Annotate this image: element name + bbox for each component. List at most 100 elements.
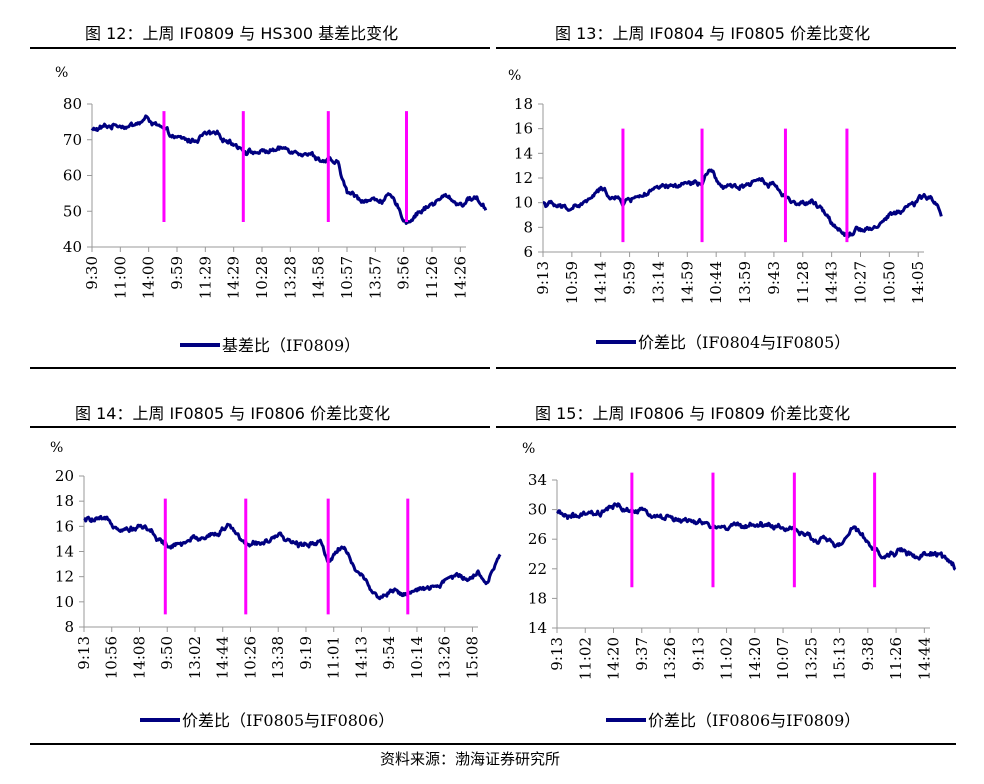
- series-line: [556, 502, 957, 571]
- y-tick-label: 20: [55, 467, 74, 485]
- y-tick-label: 80: [63, 95, 82, 113]
- y-tick-label: 12: [514, 169, 533, 187]
- y-tick-label: 30: [528, 501, 547, 519]
- title-underline: [30, 47, 490, 49]
- y-tick-label: 14: [514, 144, 533, 162]
- chart-title: 图 12：上周 IF0809 与 HS300 基差比变化: [85, 24, 399, 43]
- y-tick-label: 34: [528, 471, 547, 489]
- x-tick-label: 14:59: [678, 261, 696, 304]
- x-tick-label: 9:38: [859, 637, 877, 671]
- x-tick-label: 10:26: [241, 636, 259, 679]
- legend-label: 价差比（IF0805与IF0806）: [182, 711, 394, 730]
- x-tick-label: 13:02: [186, 636, 204, 679]
- legend-label: 价差比（IF0804与IF0805）: [638, 333, 850, 352]
- x-tick-label: 13:28: [281, 256, 299, 299]
- x-tick-label: 14:26: [451, 256, 469, 299]
- x-tick-label: 14:00: [140, 256, 158, 299]
- x-tick-label: 9:19: [297, 636, 315, 670]
- x-tick-label: 11:28: [794, 261, 812, 304]
- panel-top-rule: [30, 367, 490, 369]
- x-tick-label: 9:59: [621, 261, 639, 295]
- x-tick-label: 13:26: [661, 637, 679, 680]
- chart-title: 图 15：上周 IF0806 与 IF0809 价差比变化: [535, 404, 851, 423]
- y-unit-label: %: [508, 68, 521, 84]
- x-tick-label: 11:02: [718, 637, 736, 680]
- title-underline: [496, 426, 956, 428]
- x-tick-label: 14:08: [130, 636, 148, 679]
- x-tick-label: 9:37: [633, 637, 651, 671]
- x-tick-label: 13:57: [366, 256, 384, 299]
- source-note: 资料来源：渤海证券研究所: [380, 750, 561, 768]
- y-tick-label: 60: [63, 167, 82, 185]
- y-tick-label: 16: [55, 517, 74, 535]
- x-tick-label: 10:44: [707, 261, 725, 304]
- y-tick-label: 16: [514, 120, 533, 138]
- x-tick-label: 10:56: [103, 636, 121, 679]
- x-tick-label: 13:26: [436, 636, 454, 679]
- y-unit-label: %: [55, 65, 68, 81]
- title-underline: [30, 426, 490, 428]
- y-tick-label: 14: [55, 543, 74, 561]
- y-unit-label: %: [522, 441, 535, 457]
- x-tick-label: 13:59: [736, 261, 754, 304]
- y-tick-label: 18: [528, 589, 547, 607]
- x-tick-label: 9:43: [765, 261, 783, 295]
- x-tick-label: 9:30: [83, 256, 101, 290]
- x-tick-label: 14:58: [310, 256, 328, 299]
- x-tick-label: 9:56: [395, 256, 413, 290]
- x-tick-label: 10:50: [880, 261, 898, 304]
- x-tick-label: 13:14: [649, 261, 667, 304]
- x-tick-label: 10:59: [563, 261, 581, 304]
- series-line: [542, 168, 943, 239]
- x-tick-label: 13:38: [269, 636, 287, 679]
- x-tick-label: 9:59: [168, 256, 186, 290]
- x-tick-label: 10:14: [408, 636, 426, 679]
- x-tick-label: 14:29: [225, 256, 243, 299]
- chart-title: 图 13：上周 IF0804 与 IF0805 价差比变化: [555, 24, 871, 43]
- x-tick-label: 13:25: [802, 637, 820, 680]
- y-tick-label: 40: [63, 238, 82, 256]
- x-tick-label: 10:28: [253, 256, 271, 299]
- x-tick-label: 9:13: [75, 636, 93, 670]
- y-tick-label: 8: [523, 218, 533, 236]
- x-tick-label: 9:54: [380, 636, 398, 670]
- y-tick-label: 14: [528, 619, 547, 637]
- y-tick-label: 18: [55, 492, 74, 510]
- x-tick-label: 15:08: [463, 636, 481, 679]
- y-tick-label: 22: [528, 560, 547, 578]
- x-tick-label: 10:07: [774, 637, 792, 680]
- y-tick-label: 18: [514, 95, 533, 113]
- y-tick-label: 6: [523, 243, 533, 261]
- x-tick-label: 11:26: [887, 637, 905, 680]
- title-underline: [496, 47, 956, 49]
- x-tick-label: 14:44: [915, 637, 933, 680]
- chart-title: 图 14：上周 IF0805 与 IF0806 价差比变化: [75, 404, 391, 423]
- x-tick-label: 15:13: [831, 637, 849, 680]
- source-rule: [30, 743, 956, 745]
- x-tick-label: 14:20: [746, 637, 764, 680]
- x-tick-label: 14:44: [214, 636, 232, 679]
- y-tick-label: 50: [63, 202, 82, 220]
- x-tick-label: 11:01: [325, 636, 343, 679]
- x-tick-label: 11:26: [423, 256, 441, 299]
- x-tick-label: 9:50: [158, 636, 176, 670]
- x-tick-label: 10:27: [852, 261, 870, 304]
- x-tick-label: 11:29: [196, 256, 214, 299]
- y-tick-label: 26: [528, 530, 547, 548]
- y-unit-label: %: [50, 440, 63, 456]
- x-tick-label: 9:13: [548, 637, 566, 671]
- x-tick-label: 14:14: [592, 261, 610, 304]
- y-tick-label: 10: [514, 194, 533, 212]
- series-line: [90, 114, 488, 225]
- x-tick-label: 14:43: [823, 261, 841, 304]
- x-tick-label: 9:13: [689, 637, 707, 671]
- y-tick-label: 8: [64, 618, 74, 636]
- x-tick-label: 11:02: [576, 637, 594, 680]
- x-tick-label: 14:13: [352, 636, 370, 679]
- panel-top-rule: [496, 367, 956, 369]
- x-tick-label: 14:20: [605, 637, 623, 680]
- y-tick-label: 10: [55, 593, 74, 611]
